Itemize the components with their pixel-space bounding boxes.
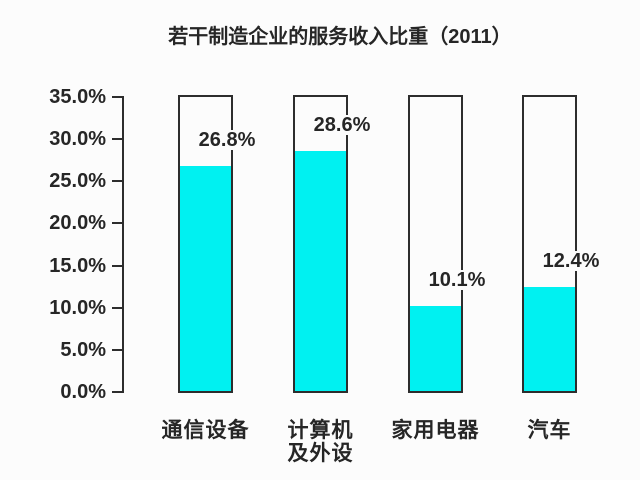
y-axis-tick	[112, 348, 123, 351]
y-axis-line	[122, 96, 124, 393]
bar-value-label: 26.8%	[196, 128, 258, 151]
y-axis-tick	[112, 180, 123, 183]
x-axis-category-label: 家用电器	[391, 419, 480, 442]
chart-title: 若干制造企业的服务收入比重（2011）	[168, 26, 512, 48]
x-axis-category-label: 通信设备	[161, 419, 250, 442]
bar-value-label: 28.6%	[311, 113, 373, 136]
y-axis-tick	[112, 391, 123, 393]
x-axis-category-label: 计算机 及外设	[287, 419, 354, 465]
y-axis-tick-label: 15.0%	[49, 254, 106, 277]
y-axis-tick-label: 30.0%	[49, 128, 106, 151]
y-axis-tick-label: 10.0%	[49, 296, 106, 319]
bar-fill	[295, 150, 346, 391]
y-axis-tick-label: 0.0%	[60, 381, 106, 403]
bar-fill	[180, 165, 231, 391]
y-axis-tick	[112, 306, 123, 309]
bar-fill	[410, 306, 461, 391]
y-axis-tick-label: 5.0%	[60, 338, 106, 361]
bar-value-label: 12.4%	[540, 249, 602, 272]
bar-fill	[524, 286, 575, 391]
bar-outline	[522, 95, 577, 393]
y-axis-tick	[112, 138, 123, 141]
bar-value-label: 10.1%	[426, 269, 488, 292]
bar-outline	[293, 95, 348, 393]
y-axis-tick-label: 20.0%	[49, 212, 106, 235]
y-axis-tick	[112, 264, 123, 267]
y-axis-tick-label: 35.0%	[49, 86, 106, 108]
bar-outline	[408, 95, 463, 393]
y-axis-tick	[112, 96, 123, 98]
y-axis-tick-label: 25.0%	[49, 170, 106, 193]
x-axis-category-label: 汽车	[527, 419, 572, 442]
y-axis-tick	[112, 222, 123, 225]
